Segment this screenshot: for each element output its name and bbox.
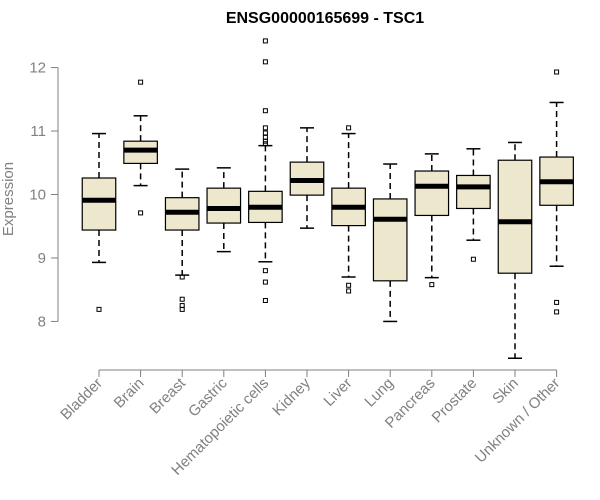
x-tick-label: Breast	[146, 374, 189, 417]
outlier-point	[262, 268, 268, 274]
y-tick-label: 10	[29, 187, 46, 204]
outlier-point	[429, 282, 435, 288]
box-group	[372, 163, 408, 323]
outlier-point	[138, 210, 144, 216]
outlier-point	[262, 141, 268, 147]
x-tick-label: Bladder	[57, 375, 106, 424]
box-group	[164, 168, 200, 312]
x-tick-label: Brain	[111, 375, 148, 412]
x-tick-label: Kidney	[269, 374, 314, 419]
outlier-point	[262, 279, 268, 285]
iqr-box	[497, 159, 533, 274]
outlier-point	[138, 79, 144, 85]
box-group	[414, 153, 450, 288]
box-group	[497, 141, 533, 360]
outlier-point	[470, 256, 476, 262]
y-tick-label: 9	[38, 250, 46, 267]
outlier-point	[262, 108, 268, 114]
y-axis-label: Expression	[0, 162, 17, 236]
iqr-box	[206, 187, 242, 224]
chart-title: ENSG00000165699 - TSC1	[226, 10, 424, 27]
box-group	[123, 79, 158, 216]
iqr-box	[81, 177, 117, 231]
outlier-point	[346, 282, 352, 288]
outlier-point	[262, 297, 268, 303]
iqr-box	[414, 170, 450, 217]
outlier-point	[179, 296, 185, 302]
x-tick-label: Skin	[489, 375, 522, 408]
box-group	[81, 132, 117, 312]
box-group	[331, 125, 366, 294]
box-group	[539, 69, 574, 315]
outlier-point	[346, 288, 352, 294]
outlier-point	[262, 138, 268, 144]
outlier-point	[262, 130, 268, 136]
x-tick-label: Liver	[320, 375, 355, 410]
x-tick-label: Prostate	[429, 375, 481, 427]
boxes-group	[81, 38, 574, 360]
box-group	[206, 167, 242, 253]
outlier-point	[554, 299, 560, 305]
outlier-point	[179, 306, 185, 312]
box-group	[248, 38, 283, 303]
y-tick-label: 8	[38, 313, 46, 330]
outlier-point	[554, 309, 560, 315]
box-group	[289, 127, 325, 229]
outlier-point	[179, 274, 185, 280]
outlier-point	[262, 38, 268, 44]
y-axis: 8 9 10 11 12	[29, 60, 59, 330]
y-tick-label: 11	[30, 123, 46, 140]
outlier-point	[554, 69, 560, 75]
outlier-point	[96, 306, 102, 312]
outlier-point	[262, 125, 268, 131]
outlier-point	[262, 59, 268, 65]
iqr-box	[456, 174, 491, 210]
x-tick-label: Lung	[361, 375, 397, 411]
y-tick-label: 12	[29, 60, 46, 77]
box-group	[456, 148, 491, 262]
outlier-point	[346, 125, 352, 131]
iqr-box	[372, 198, 408, 282]
